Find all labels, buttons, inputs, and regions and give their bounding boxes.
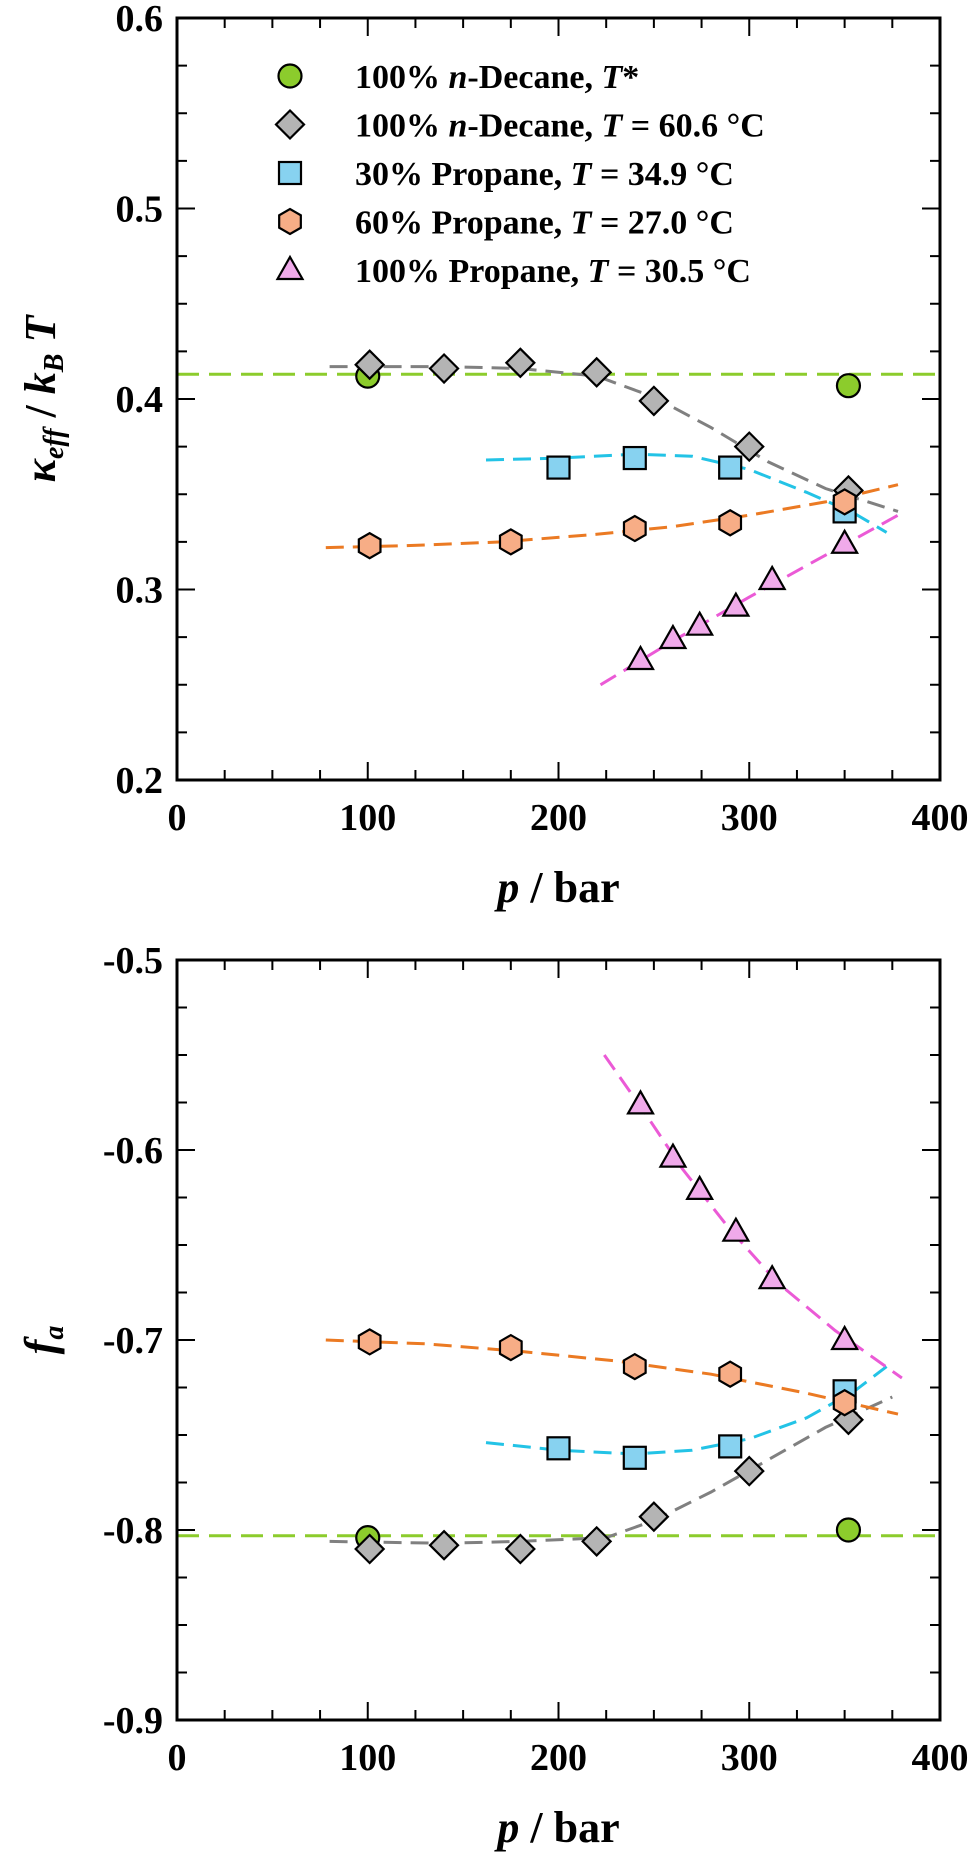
data-point-triangle [830,1324,860,1351]
data-point-diamond [733,1455,765,1487]
y-tick-label: -0.5 [103,940,163,982]
y-tick-label: 0.5 [116,189,164,231]
y-axis-label: κeff / kB T [16,314,70,483]
data-point-diamond [504,347,536,379]
data-point-hexagon [622,1352,647,1381]
data-point-hexagon [357,1328,382,1356]
data-point-square [546,455,571,480]
fit-curve-diamond [329,365,899,513]
data-point-triangle [685,1174,715,1201]
x-tick-label: 100 [339,797,396,839]
data-point-diamond [354,349,386,381]
data-point-hexagon [718,509,743,537]
bottom-panel-fa: 0 100 200 300 400 -0.9 -0.8 -0.7 -0.6 -0.5 p / bar… [16,940,969,1852]
data-point-diamond [354,1533,386,1565]
legend-marker-circle [277,63,303,89]
data-point-hexagon [498,528,523,556]
legend-entry: 100% n-Decane, T = 60.6 °C [355,108,765,145]
data-point-hexagon [622,514,647,543]
data-point-hexagon [357,531,382,560]
data-point-triangle [830,528,860,554]
y-tick-label: 0.4 [116,379,164,421]
x-tick-label: 400 [912,797,969,839]
legend-entry: 100% Propane, T = 30.5 °C [355,253,751,290]
data-point-triangle [757,1263,787,1290]
plot-frame [175,958,942,1722]
y-tick-label: -0.7 [103,1320,163,1362]
x-tick-label: 300 [721,1737,778,1779]
fit-curve-square [485,452,888,534]
y-tick-label: -0.9 [103,1700,163,1742]
fit-curve-hexagon [325,1338,899,1416]
x-tick-label: 100 [339,1737,396,1779]
data-point-diamond [638,1501,670,1533]
data-point-diamond [733,431,765,463]
legend-marker-hexagon [278,207,302,236]
x-tick-label: 300 [721,797,778,839]
x-tick-label: 200 [530,1737,587,1779]
data-point-square [546,1436,571,1461]
x-tick-label: 0 [168,1737,187,1779]
data-point-hexagon [832,488,857,516]
legend-marker-triangle [275,254,305,281]
data-point-triangle [626,1089,655,1115]
data-point-square [718,455,743,480]
legend-marker-diamond [274,108,306,141]
x-tick-label: 200 [530,797,587,839]
data-point-square [622,1445,647,1470]
y-tick-label: -0.8 [103,1510,163,1552]
data-point-triangle [685,610,715,636]
y-tick-label: 0.2 [116,760,164,802]
data-point-hexagon [832,1388,857,1417]
top-panel-kappa: 0 100 200 300 400 0.2 0.3 0.4 0.5 0.6 p / bar κeff … [16,0,969,912]
data-point-triangle [658,1142,688,1168]
data-point-diamond [581,356,613,388]
data-point-square [622,445,647,471]
data-point-diamond [504,1533,536,1565]
data-point-square [718,1434,743,1459]
x-tick-label: 400 [912,1737,969,1779]
legend-entry: 60% Propane, T = 27.0 °C [355,205,734,242]
data-point-triangle [626,644,655,671]
fit-curve-diamond [329,1395,893,1545]
plot-frame [175,16,942,782]
data-point-hexagon [718,1360,743,1388]
fit-curve-triangle [603,1054,903,1380]
x-axis-label: p / bar [493,1803,619,1852]
data-point-circle [835,373,862,399]
data-point-triangle [658,623,688,650]
data-point-diamond [428,352,460,385]
data-point-triangle [757,564,787,591]
fit-curve-square [485,1365,888,1456]
legend-entry: 30% Propane, T = 34.9 °C [355,156,734,193]
y-tick-label: 0.3 [116,570,164,612]
y-tick-label: -0.6 [103,1130,163,1172]
x-tick-label: 0 [168,797,187,839]
data-point-diamond [581,1525,613,1557]
legend-marker-square [277,160,303,186]
legend-entry: 100% n-Decane, T* [355,59,639,96]
legend: 100% n-Decane, T* 100% n-Decane, T = 60.6… [274,59,765,290]
y-axis-label: fa [16,1326,70,1355]
data-point-triangle [721,591,751,617]
y-tick-label: 0.6 [116,0,164,40]
data-point-hexagon [498,1333,523,1362]
data-point-triangle [721,1216,751,1242]
x-axis-label: p / bar [493,863,619,912]
data-point-diamond [638,385,670,417]
data-point-circle [835,1517,862,1543]
data-point-diamond [428,1529,460,1561]
